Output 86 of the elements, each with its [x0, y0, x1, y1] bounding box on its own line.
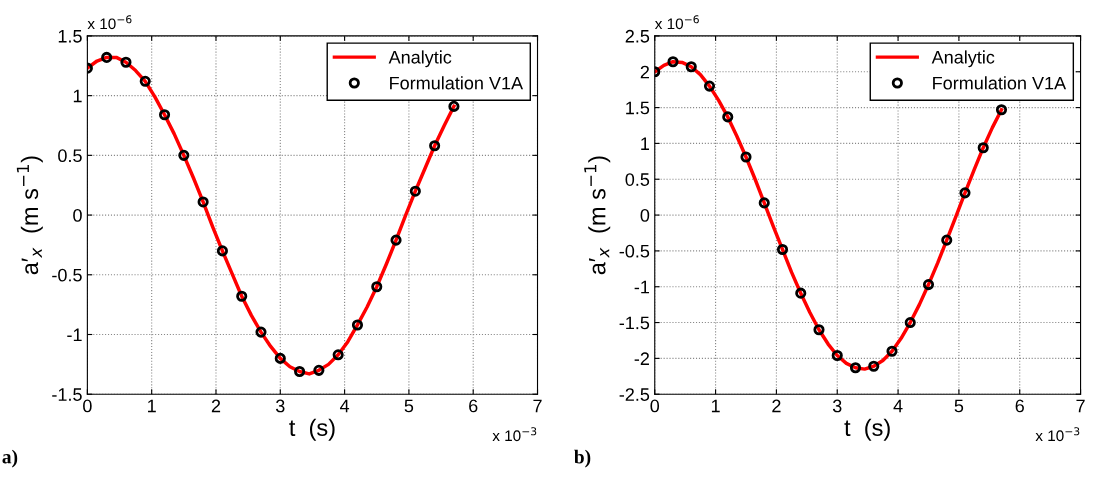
y-tick-label: 0.5: [58, 149, 82, 163]
y-tick-label: 1: [641, 137, 650, 150]
x-tick-label: 6: [469, 399, 478, 413]
text: x 10$^{−3}$: [1035, 427, 1080, 442]
point: [977, 142, 989, 154]
x-tick-label: 3: [832, 399, 842, 413]
point: [722, 111, 734, 123]
y-tick-label: -1.5: [619, 316, 650, 330]
y-tick-label: 1.5: [626, 101, 650, 115]
point: [795, 287, 807, 299]
x-axis-title: t (s): [289, 418, 335, 441]
text: x 10$^{−6}$: [654, 15, 699, 30]
point: [255, 326, 267, 338]
x-axis-title: t (s): [844, 418, 890, 441]
legend-label: Formulation V1A: [390, 76, 524, 90]
y-axis-title: a′$_{x}$ (m s$^{−1}$): [16, 156, 43, 275]
text: a): [2, 449, 18, 468]
x-tick-label: 5: [954, 399, 964, 413]
point: [197, 196, 209, 208]
point: [758, 197, 770, 209]
x-tick-label: 2: [211, 399, 221, 413]
y-tick-label: -0.5: [619, 244, 650, 258]
point: [294, 365, 306, 378]
point: [667, 56, 679, 68]
y-tick-label: 0: [73, 209, 82, 222]
point: [351, 319, 364, 331]
point: [120, 56, 132, 68]
y-tick-label: -1: [634, 280, 650, 294]
point: [448, 100, 460, 112]
y-tick-label: 0: [640, 209, 650, 222]
point: [740, 151, 752, 163]
point: [868, 360, 880, 372]
point: [941, 234, 953, 246]
point: [959, 187, 971, 199]
x-tick-label: 6: [1015, 399, 1024, 413]
point: [703, 80, 716, 92]
y-tick-label: -2: [634, 352, 649, 365]
x-tick-label: 1: [148, 399, 156, 413]
y-axis-title: a′$_{x}$ (m s$^{−1}$): [584, 156, 611, 275]
point: [216, 245, 228, 257]
point: [371, 281, 383, 293]
point: [390, 234, 402, 246]
point: [904, 317, 916, 329]
y-tick-label: 1.5: [58, 30, 82, 43]
point: [313, 364, 325, 376]
x-tick-label: 3: [275, 399, 285, 413]
point: [776, 243, 789, 256]
point: [139, 75, 151, 87]
point: [236, 290, 248, 302]
x-tick-label: 7: [1076, 399, 1085, 413]
point: [886, 345, 898, 357]
point: [831, 349, 843, 362]
text: x 10$^{−3}$: [492, 427, 537, 442]
y-tick-label: 2: [640, 65, 649, 79]
point: [922, 279, 935, 291]
point: [429, 140, 441, 152]
point: [685, 61, 697, 73]
point: [178, 149, 190, 161]
y-tick-label: -1.5: [52, 388, 82, 401]
y-tick-label: 1: [73, 89, 82, 103]
point: [849, 362, 862, 374]
y-tick-label: 2.5: [625, 29, 650, 43]
y-tick-label: -2.5: [619, 388, 650, 401]
y-tick-label: 0.5: [625, 173, 650, 186]
x-tick-label: 4: [339, 399, 350, 413]
point: [101, 51, 113, 63]
legend-label: Analytic: [931, 50, 995, 68]
point: [332, 349, 344, 361]
legend-label: Analytic: [388, 50, 452, 68]
x-tick-label: 4: [893, 399, 903, 413]
y-tick-label: -0.5: [52, 268, 82, 282]
x-tick-label: 7: [533, 399, 542, 413]
x-tick-label: 5: [404, 399, 414, 413]
x-tick-label: 0: [83, 399, 92, 413]
y-tick-label: -1: [67, 328, 82, 342]
point: [813, 324, 825, 336]
text: x 10$^{−6}$: [87, 15, 132, 30]
x-tick-label: 1: [711, 399, 720, 413]
x-tick-label: 2: [772, 399, 781, 413]
point: [274, 352, 286, 364]
point: [995, 104, 1008, 116]
text: b): [574, 449, 591, 468]
x-tick-label: 0: [650, 399, 660, 413]
point: [409, 185, 421, 197]
point: [158, 109, 171, 121]
legend-label: Formulation V1A: [933, 76, 1067, 90]
